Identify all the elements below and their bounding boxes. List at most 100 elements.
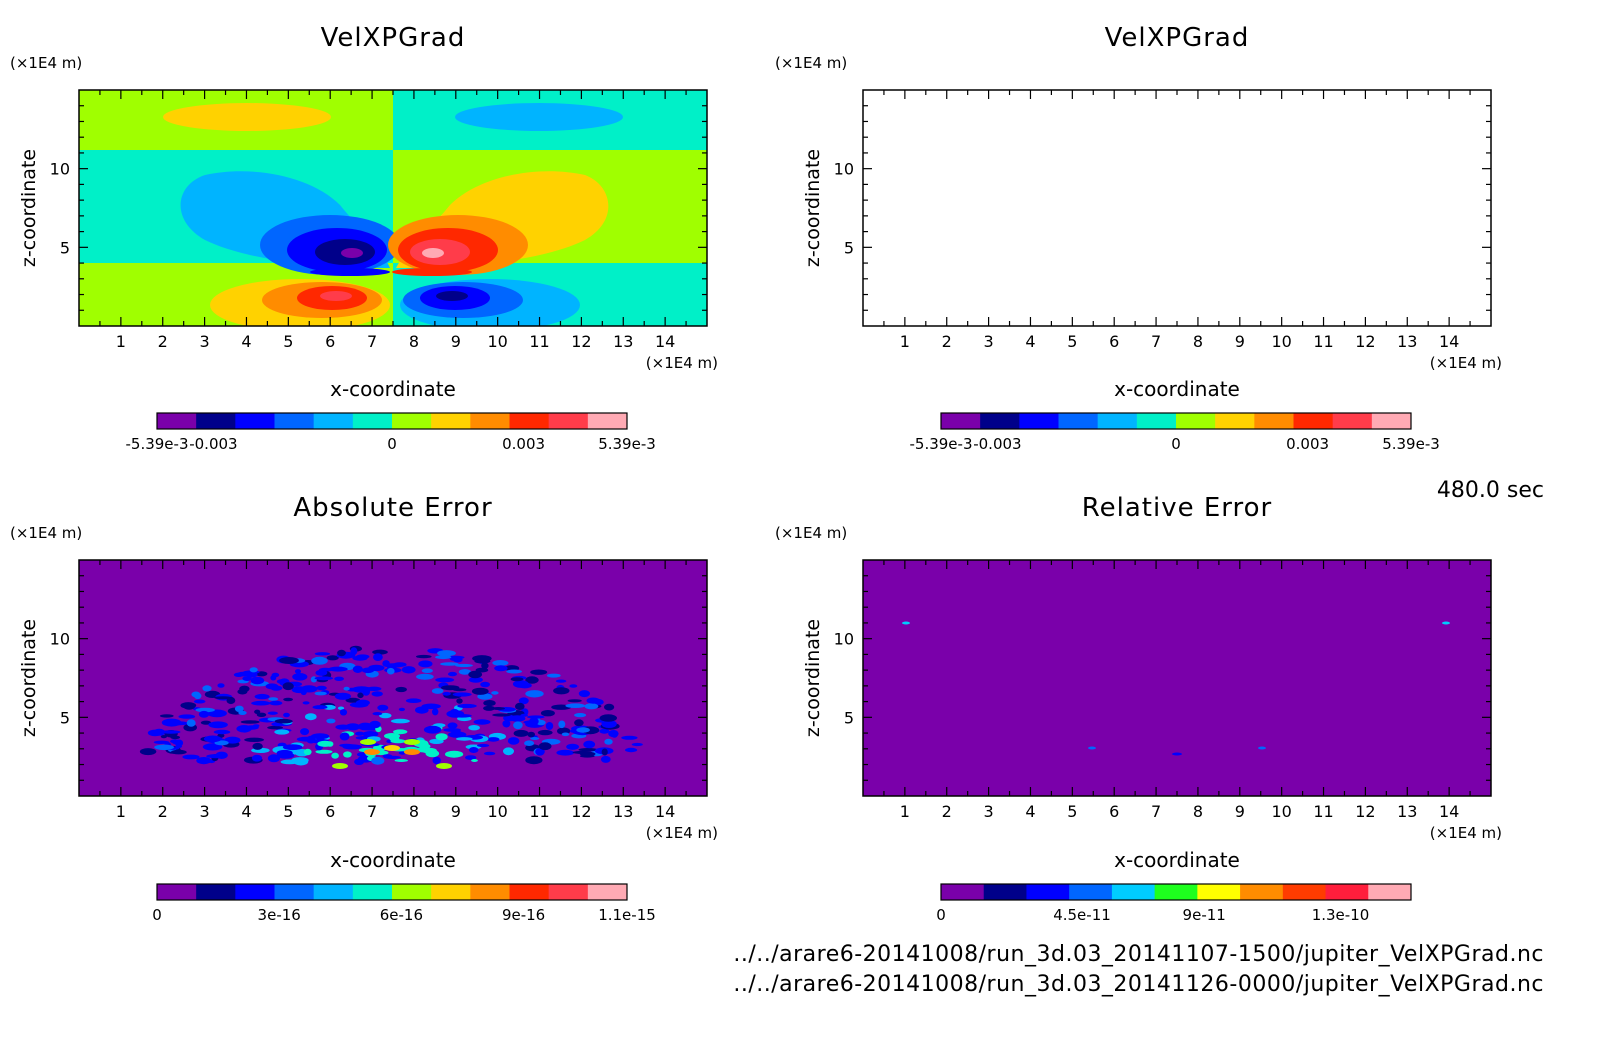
colorbar-label: 3e-16 bbox=[258, 906, 301, 924]
error-blob bbox=[574, 719, 584, 727]
colorbar-swatch bbox=[1026, 884, 1070, 900]
cell-lower-left-2 bbox=[1046, 282, 1166, 318]
error-blob bbox=[382, 754, 393, 759]
error-blob bbox=[250, 676, 265, 685]
colorbar-swatch bbox=[548, 884, 589, 900]
x-tick-label: 6 bbox=[1109, 332, 1119, 351]
x-tick-label: 3 bbox=[984, 332, 994, 351]
error-blob bbox=[200, 720, 212, 725]
error-blob bbox=[283, 712, 290, 718]
cell-top-right bbox=[455, 103, 623, 131]
error-blob bbox=[578, 690, 591, 698]
error-blob bbox=[379, 712, 392, 719]
error-blob bbox=[456, 737, 473, 741]
x-tick-label: 7 bbox=[367, 802, 377, 821]
error-blob bbox=[418, 660, 433, 668]
x-tick-label: 8 bbox=[1193, 332, 1203, 351]
error-blob bbox=[442, 691, 451, 696]
x-tick-label: 9 bbox=[451, 332, 461, 351]
contour-field bbox=[863, 90, 1491, 331]
error-blob bbox=[507, 737, 520, 745]
colorbar-swatch bbox=[1293, 413, 1334, 429]
error-blob bbox=[401, 666, 416, 674]
source-file-2: ../../arare6-20141008/run_3d.03_20141126… bbox=[733, 972, 1544, 997]
error-blob bbox=[481, 662, 489, 669]
x-tick-label: 3 bbox=[200, 332, 210, 351]
colorbar-label: 0.003 bbox=[502, 435, 545, 453]
cell-lower-left bbox=[994, 279, 1174, 331]
y-tick-label: 10 bbox=[50, 160, 70, 179]
y-unit-label: (×1E4 m) bbox=[775, 524, 847, 542]
error-blob bbox=[267, 725, 283, 730]
y-tick-label: 5 bbox=[844, 708, 854, 727]
cell-upper-left-4 bbox=[1099, 239, 1159, 265]
cell-upper-right-3 bbox=[1182, 228, 1282, 272]
error-blob bbox=[468, 725, 480, 731]
colorbar-swatch bbox=[587, 884, 628, 900]
error-blob bbox=[473, 719, 491, 725]
x-unit-label: (×1E4 m) bbox=[1430, 824, 1502, 842]
error-blob bbox=[465, 755, 477, 760]
error-blob bbox=[526, 715, 545, 719]
error-blob bbox=[483, 751, 496, 756]
error-blob bbox=[483, 705, 495, 711]
error-blob bbox=[314, 676, 334, 681]
x-tick-label: 14 bbox=[655, 802, 675, 821]
x-tick-label: 10 bbox=[487, 332, 507, 351]
error-blob bbox=[525, 690, 544, 698]
error-blob bbox=[456, 698, 463, 704]
error-blob bbox=[625, 747, 638, 753]
x-tick-label: 1 bbox=[116, 332, 126, 351]
error-blob bbox=[584, 703, 599, 710]
error-blob bbox=[393, 662, 407, 667]
cell-lower-right-4 bbox=[436, 291, 468, 301]
field-background bbox=[863, 90, 1491, 326]
colorbar-swatch bbox=[983, 884, 1027, 900]
colorbar-swatch bbox=[1371, 413, 1412, 429]
x-tick-label: 13 bbox=[1397, 332, 1417, 351]
colorbar-swatch bbox=[470, 413, 510, 429]
colorbar-swatch bbox=[392, 884, 432, 900]
colorbar-swatch bbox=[1058, 413, 1099, 429]
error-blob bbox=[372, 649, 388, 655]
colorbar-swatch bbox=[587, 413, 628, 429]
error-blob bbox=[583, 740, 596, 749]
cell-upper-left bbox=[965, 171, 1174, 268]
error-blob bbox=[249, 667, 258, 673]
error-blob bbox=[326, 718, 336, 724]
x-tick-label: 8 bbox=[409, 332, 419, 351]
y-unit-label: (×1E4 m) bbox=[775, 54, 847, 72]
error-blob bbox=[342, 744, 363, 750]
error-blob bbox=[540, 710, 555, 717]
colorbar-label: 4.5e-11 bbox=[1053, 906, 1111, 924]
colorbar-label: 0 bbox=[936, 906, 946, 924]
error-blob bbox=[599, 714, 617, 722]
error-blob bbox=[477, 693, 493, 700]
cell-band-left bbox=[1094, 268, 1174, 276]
error-blob bbox=[631, 742, 643, 747]
error-blob bbox=[405, 698, 422, 703]
error-blob bbox=[525, 676, 539, 684]
colorbar-swatch bbox=[352, 413, 393, 429]
error-blob bbox=[384, 745, 400, 751]
y-tick-label: 10 bbox=[834, 160, 854, 179]
colorbar-swatch bbox=[274, 884, 315, 900]
colorbar-swatch bbox=[1111, 884, 1156, 900]
error-blob bbox=[339, 709, 348, 716]
colorbar-swatch bbox=[1176, 413, 1216, 429]
cell-band-right bbox=[1176, 268, 1256, 276]
colorbar-label: -0.003 bbox=[973, 435, 1021, 453]
x-tick-label: 7 bbox=[1151, 332, 1161, 351]
y-axis-title: z-coordinate bbox=[18, 149, 40, 267]
error-blob bbox=[282, 682, 294, 691]
error-spot bbox=[1088, 746, 1096, 750]
error-blob bbox=[236, 725, 252, 733]
error-blob bbox=[604, 738, 613, 745]
error-blob bbox=[487, 737, 500, 742]
error-blob bbox=[452, 714, 472, 718]
cell-upper-left-5 bbox=[341, 248, 363, 258]
error-blob bbox=[362, 731, 379, 738]
cell-lower-left-3 bbox=[1081, 286, 1151, 310]
y-axis-title: z-coordinate bbox=[802, 149, 824, 267]
colorbar-swatch bbox=[392, 413, 432, 429]
